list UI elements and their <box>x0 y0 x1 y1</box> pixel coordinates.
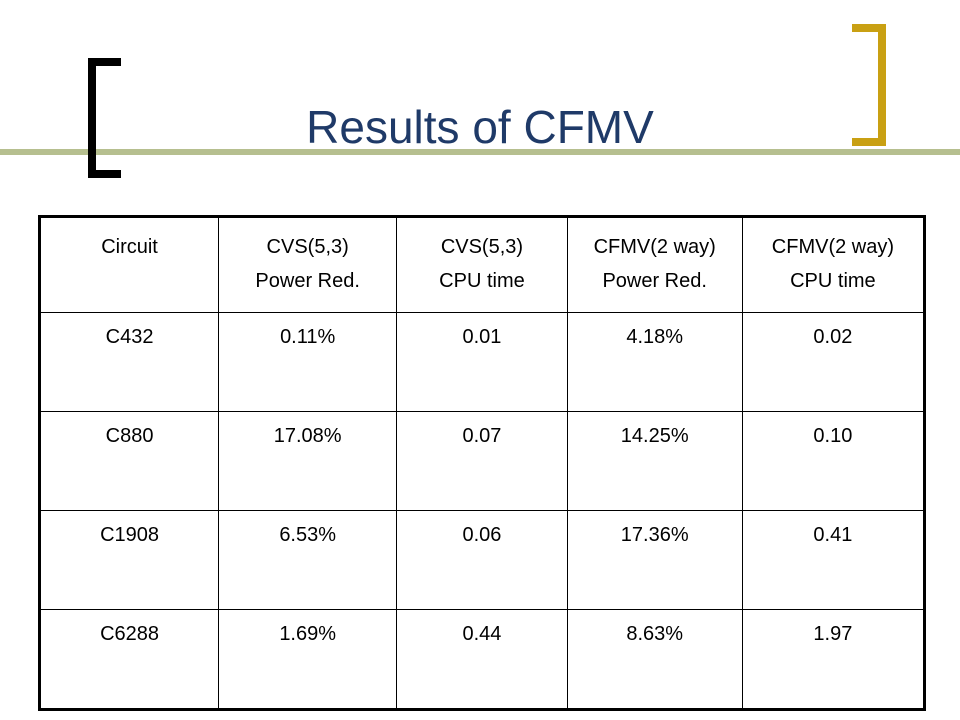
header-cfmv-cpu: CFMV(2 way) CPU time <box>741 216 926 313</box>
table-cell: 0.06 <box>396 510 568 610</box>
table-cell: 0.44 <box>396 609 568 710</box>
header-line: Circuit <box>101 236 158 258</box>
header-line: CPU time <box>439 270 525 292</box>
results-table: Circuit CVS(5,3) Power Red. CVS(5,3) CPU… <box>38 215 926 711</box>
header-line: CPU time <box>790 270 876 292</box>
table-cell: C1908 <box>38 510 220 610</box>
table-cell: 17.08% <box>218 411 398 511</box>
table-cell: 17.36% <box>566 510 743 610</box>
table-cell: 0.01 <box>396 312 568 412</box>
header-line: Power Red. <box>602 270 707 292</box>
table-row: C1908 6.53% 0.06 17.36% 0.41 <box>38 510 926 610</box>
table-cell: C880 <box>38 411 220 511</box>
table-row: C880 17.08% 0.07 14.25% 0.10 <box>38 411 926 511</box>
header-line: CFMV(2 way) <box>593 236 716 258</box>
table-cell: 0.02 <box>741 312 926 412</box>
right-bracket <box>852 24 886 146</box>
table-cell: 1.97 <box>741 609 926 710</box>
title-decoration <box>0 24 960 178</box>
table-header-row: Circuit CVS(5,3) Power Red. CVS(5,3) CPU… <box>38 216 926 313</box>
table-cell: 1.69% <box>218 609 398 710</box>
table-cell: 8.63% <box>566 609 743 710</box>
table-cell: C6288 <box>38 609 220 710</box>
table-row: C6288 1.69% 0.44 8.63% 1.97 <box>38 609 926 710</box>
slide-title: Results of CFMV <box>306 101 654 153</box>
header-line: Power Red. <box>255 270 360 292</box>
table-cell: 0.11% <box>218 312 398 412</box>
header-circuit: Circuit <box>38 216 220 313</box>
header-cvs-power: CVS(5,3) Power Red. <box>218 216 398 313</box>
header-cfmv-power: CFMV(2 way) Power Red. <box>566 216 743 313</box>
left-bracket <box>88 58 121 178</box>
header-line: CVS(5,3) <box>440 236 524 258</box>
table-cell: 0.10 <box>741 411 926 511</box>
header-line: CVS(5,3) <box>266 236 349 258</box>
table-cell: C432 <box>38 312 220 412</box>
header-cvs-cpu: CVS(5,3) CPU time <box>396 216 568 313</box>
table-cell: 4.18% <box>566 312 743 412</box>
table-cell: 0.41 <box>741 510 926 610</box>
table-row: C432 0.11% 0.01 4.18% 0.02 <box>38 312 926 412</box>
table-cell: 6.53% <box>218 510 398 610</box>
table-cell: 14.25% <box>566 411 743 511</box>
table-cell: 0.07 <box>396 411 568 511</box>
header-line: CFMV(2 way) <box>771 236 895 258</box>
